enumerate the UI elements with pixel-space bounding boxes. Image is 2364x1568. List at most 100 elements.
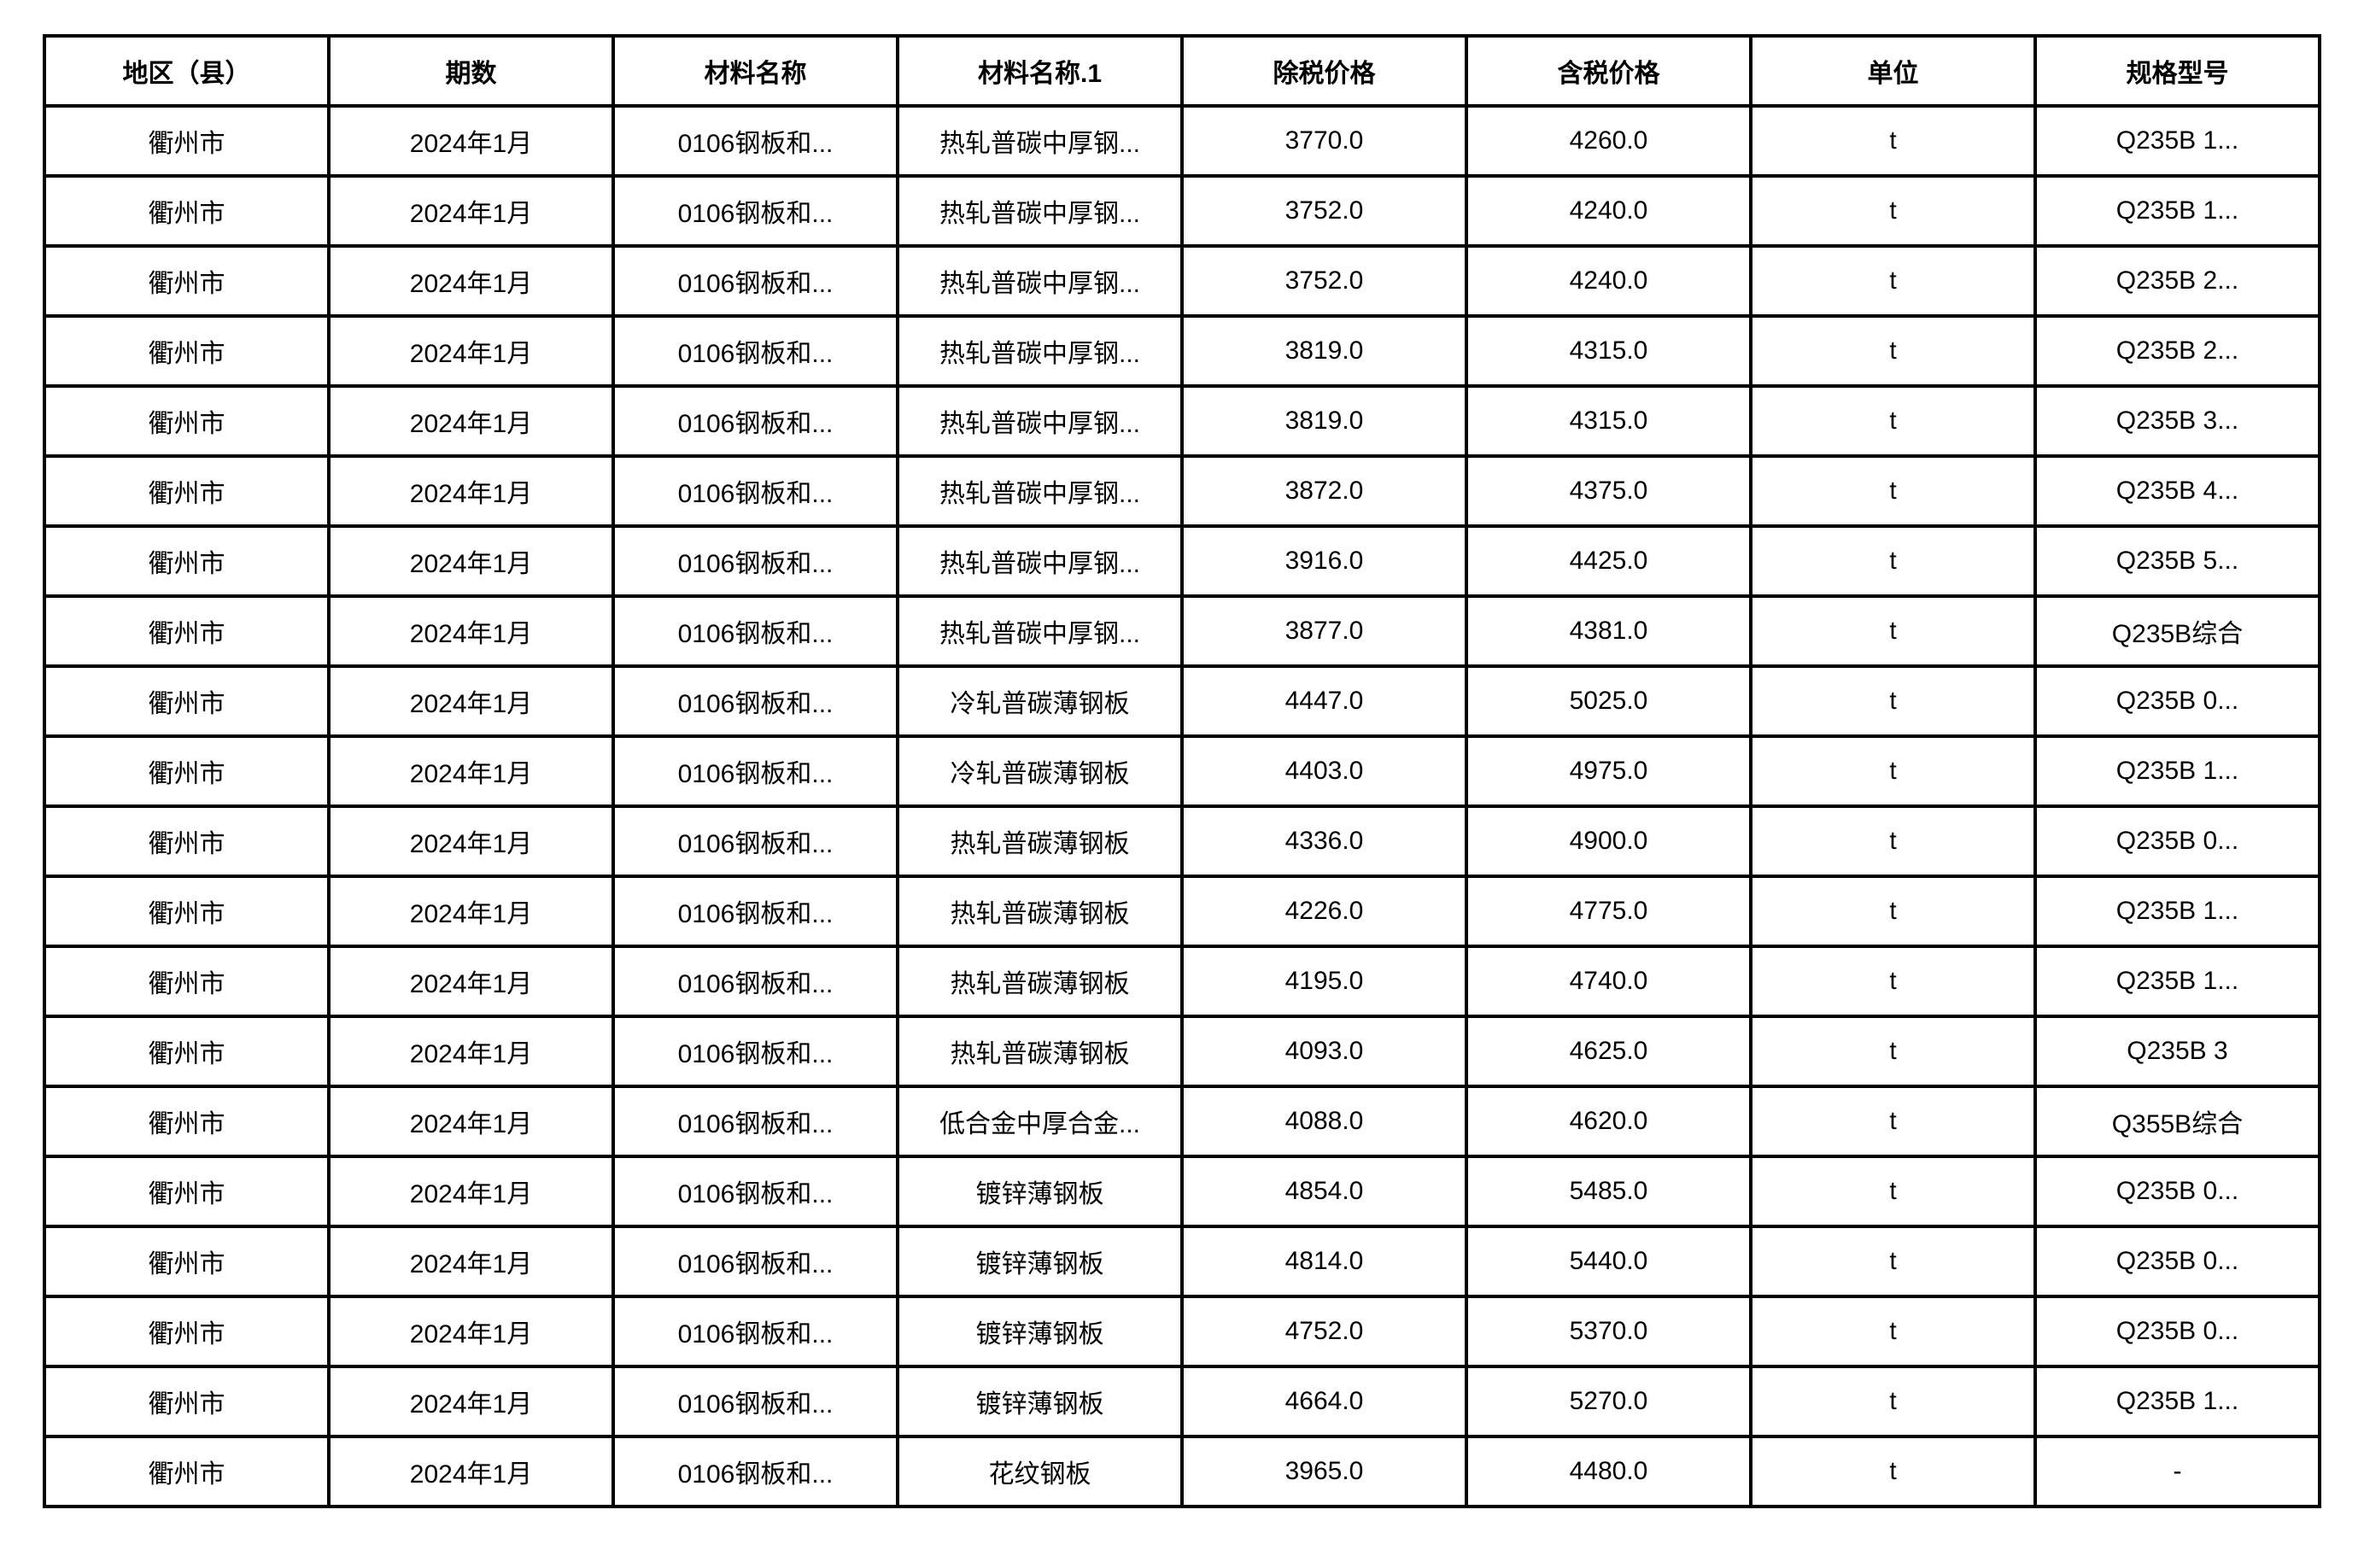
table-cell: 0106钢板和... (613, 1366, 898, 1436)
table-cell: 热轧普碳薄钢板 (898, 876, 1182, 946)
table-cell: 热轧普碳中厚钢... (898, 456, 1182, 526)
table-row: 衢州市2024年1月0106钢板和...热轧普碳中厚钢...3872.04375… (44, 456, 2320, 526)
table-cell: 镀锌薄钢板 (898, 1366, 1182, 1436)
table-cell: t (1751, 806, 2035, 876)
table-cell: 0106钢板和... (613, 456, 898, 526)
table-cell: 3877.0 (1182, 596, 1466, 666)
table-cell: Q235B 1... (2035, 106, 2320, 176)
table-cell: 0106钢板和... (613, 1016, 898, 1086)
table-cell: Q235B 2... (2035, 316, 2320, 386)
table-cell: 5440.0 (1466, 1226, 1751, 1296)
table-cell: 4900.0 (1466, 806, 1751, 876)
table-cell: 衢州市 (44, 316, 329, 386)
table-cell: Q235B 0... (2035, 1156, 2320, 1226)
table-cell: 0106钢板和... (613, 596, 898, 666)
table-cell: t (1751, 1436, 2035, 1507)
table-cell: 3965.0 (1182, 1436, 1466, 1507)
table-cell: 镀锌薄钢板 (898, 1226, 1182, 1296)
table-cell: 4814.0 (1182, 1226, 1466, 1296)
table-cell: t (1751, 1226, 2035, 1296)
table-cell: 0106钢板和... (613, 176, 898, 246)
col-header-price-excl-tax: 除税价格 (1182, 36, 1466, 106)
table-cell: 衢州市 (44, 246, 329, 316)
table-cell: Q235B 3... (2035, 386, 2320, 456)
table-row: 衢州市2024年1月0106钢板和...热轧普碳薄钢板4336.04900.0t… (44, 806, 2320, 876)
table-cell: 衢州市 (44, 1436, 329, 1507)
table-cell: 5025.0 (1466, 666, 1751, 736)
table-cell: 4315.0 (1466, 386, 1751, 456)
table-cell: Q235B 5... (2035, 526, 2320, 596)
table-cell: 衢州市 (44, 736, 329, 806)
col-header-material-name-1: 材料名称.1 (898, 36, 1182, 106)
table-cell: 0106钢板和... (613, 666, 898, 736)
table-cell: 4226.0 (1182, 876, 1466, 946)
table-header: 地区（县） 期数 材料名称 材料名称.1 除税价格 含税价格 单位 规格型号 (44, 36, 2320, 106)
table-cell: 2024年1月 (329, 176, 613, 246)
table-cell: 热轧普碳中厚钢... (898, 526, 1182, 596)
table-cell: 4425.0 (1466, 526, 1751, 596)
table-cell: 2024年1月 (329, 666, 613, 736)
table-row: 衢州市2024年1月0106钢板和...热轧普碳薄钢板4226.04775.0t… (44, 876, 2320, 946)
table-cell: 衢州市 (44, 106, 329, 176)
table-cell: 2024年1月 (329, 736, 613, 806)
table-cell: 2024年1月 (329, 1156, 613, 1226)
table-row: 衢州市2024年1月0106钢板和...热轧普碳中厚钢...3752.04240… (44, 176, 2320, 246)
table-cell: 冷轧普碳薄钢板 (898, 666, 1182, 736)
page-container: 地区（县） 期数 材料名称 材料名称.1 除税价格 含税价格 单位 规格型号 衢… (0, 0, 2364, 1568)
table-row: 衢州市2024年1月0106钢板和...热轧普碳中厚钢...3877.04381… (44, 596, 2320, 666)
table-cell: 4403.0 (1182, 736, 1466, 806)
header-row: 地区（县） 期数 材料名称 材料名称.1 除税价格 含税价格 单位 规格型号 (44, 36, 2320, 106)
table-cell: 热轧普碳中厚钢... (898, 106, 1182, 176)
data-table: 地区（县） 期数 材料名称 材料名称.1 除税价格 含税价格 单位 规格型号 衢… (43, 34, 2321, 1508)
table-cell: Q235B 1... (2035, 736, 2320, 806)
table-cell: 4093.0 (1182, 1016, 1466, 1086)
table-cell: 0106钢板和... (613, 106, 898, 176)
table-cell: t (1751, 246, 2035, 316)
table-body: 衢州市2024年1月0106钢板和...热轧普碳中厚钢...3770.04260… (44, 106, 2320, 1507)
table-cell: 衢州市 (44, 386, 329, 456)
table-cell: 2024年1月 (329, 386, 613, 456)
table-cell: 4088.0 (1182, 1086, 1466, 1156)
table-cell: 4336.0 (1182, 806, 1466, 876)
table-cell: 2024年1月 (329, 246, 613, 316)
table-cell: 衢州市 (44, 526, 329, 596)
table-cell: Q235B 4... (2035, 456, 2320, 526)
table-cell: - (2035, 1436, 2320, 1507)
table-cell: 热轧普碳中厚钢... (898, 316, 1182, 386)
table-row: 衢州市2024年1月0106钢板和...热轧普碳中厚钢...3916.04425… (44, 526, 2320, 596)
table-cell: Q235B 1... (2035, 876, 2320, 946)
table-cell: 0106钢板和... (613, 1296, 898, 1366)
table-cell: 冷轧普碳薄钢板 (898, 736, 1182, 806)
table-cell: 4381.0 (1466, 596, 1751, 666)
table-row: 衢州市2024年1月0106钢板和...花纹钢板3965.04480.0t- (44, 1436, 2320, 1507)
col-header-spec: 规格型号 (2035, 36, 2320, 106)
table-cell: t (1751, 596, 2035, 666)
table-cell: t (1751, 736, 2035, 806)
table-cell: 热轧普碳薄钢板 (898, 806, 1182, 876)
table-cell: 2024年1月 (329, 1366, 613, 1436)
table-cell: 低合金中厚合金... (898, 1086, 1182, 1156)
table-cell: 0106钢板和... (613, 246, 898, 316)
table-cell: 2024年1月 (329, 876, 613, 946)
table-cell: 3819.0 (1182, 316, 1466, 386)
table-cell: 0106钢板和... (613, 1226, 898, 1296)
table-row: 衢州市2024年1月0106钢板和...镀锌薄钢板4664.05270.0tQ2… (44, 1366, 2320, 1436)
table-cell: 4195.0 (1182, 946, 1466, 1016)
table-row: 衢州市2024年1月0106钢板和...热轧普碳薄钢板4195.04740.0t… (44, 946, 2320, 1016)
table-cell: 3752.0 (1182, 176, 1466, 246)
table-cell: t (1751, 1156, 2035, 1226)
table-cell: 4447.0 (1182, 666, 1466, 736)
table-cell: 热轧普碳薄钢板 (898, 946, 1182, 1016)
table-cell: 2024年1月 (329, 526, 613, 596)
table-cell: 0106钢板和... (613, 876, 898, 946)
table-cell: 衢州市 (44, 666, 329, 736)
table-cell: Q235B综合 (2035, 596, 2320, 666)
table-row: 衢州市2024年1月0106钢板和...镀锌薄钢板4814.05440.0tQ2… (44, 1226, 2320, 1296)
table-cell: t (1751, 386, 2035, 456)
table-cell: t (1751, 176, 2035, 246)
table-cell: 4775.0 (1466, 876, 1751, 946)
table-cell: Q235B 1... (2035, 176, 2320, 246)
table-cell: 0106钢板和... (613, 1086, 898, 1156)
table-row: 衢州市2024年1月0106钢板和...低合金中厚合金...4088.04620… (44, 1086, 2320, 1156)
table-cell: t (1751, 876, 2035, 946)
